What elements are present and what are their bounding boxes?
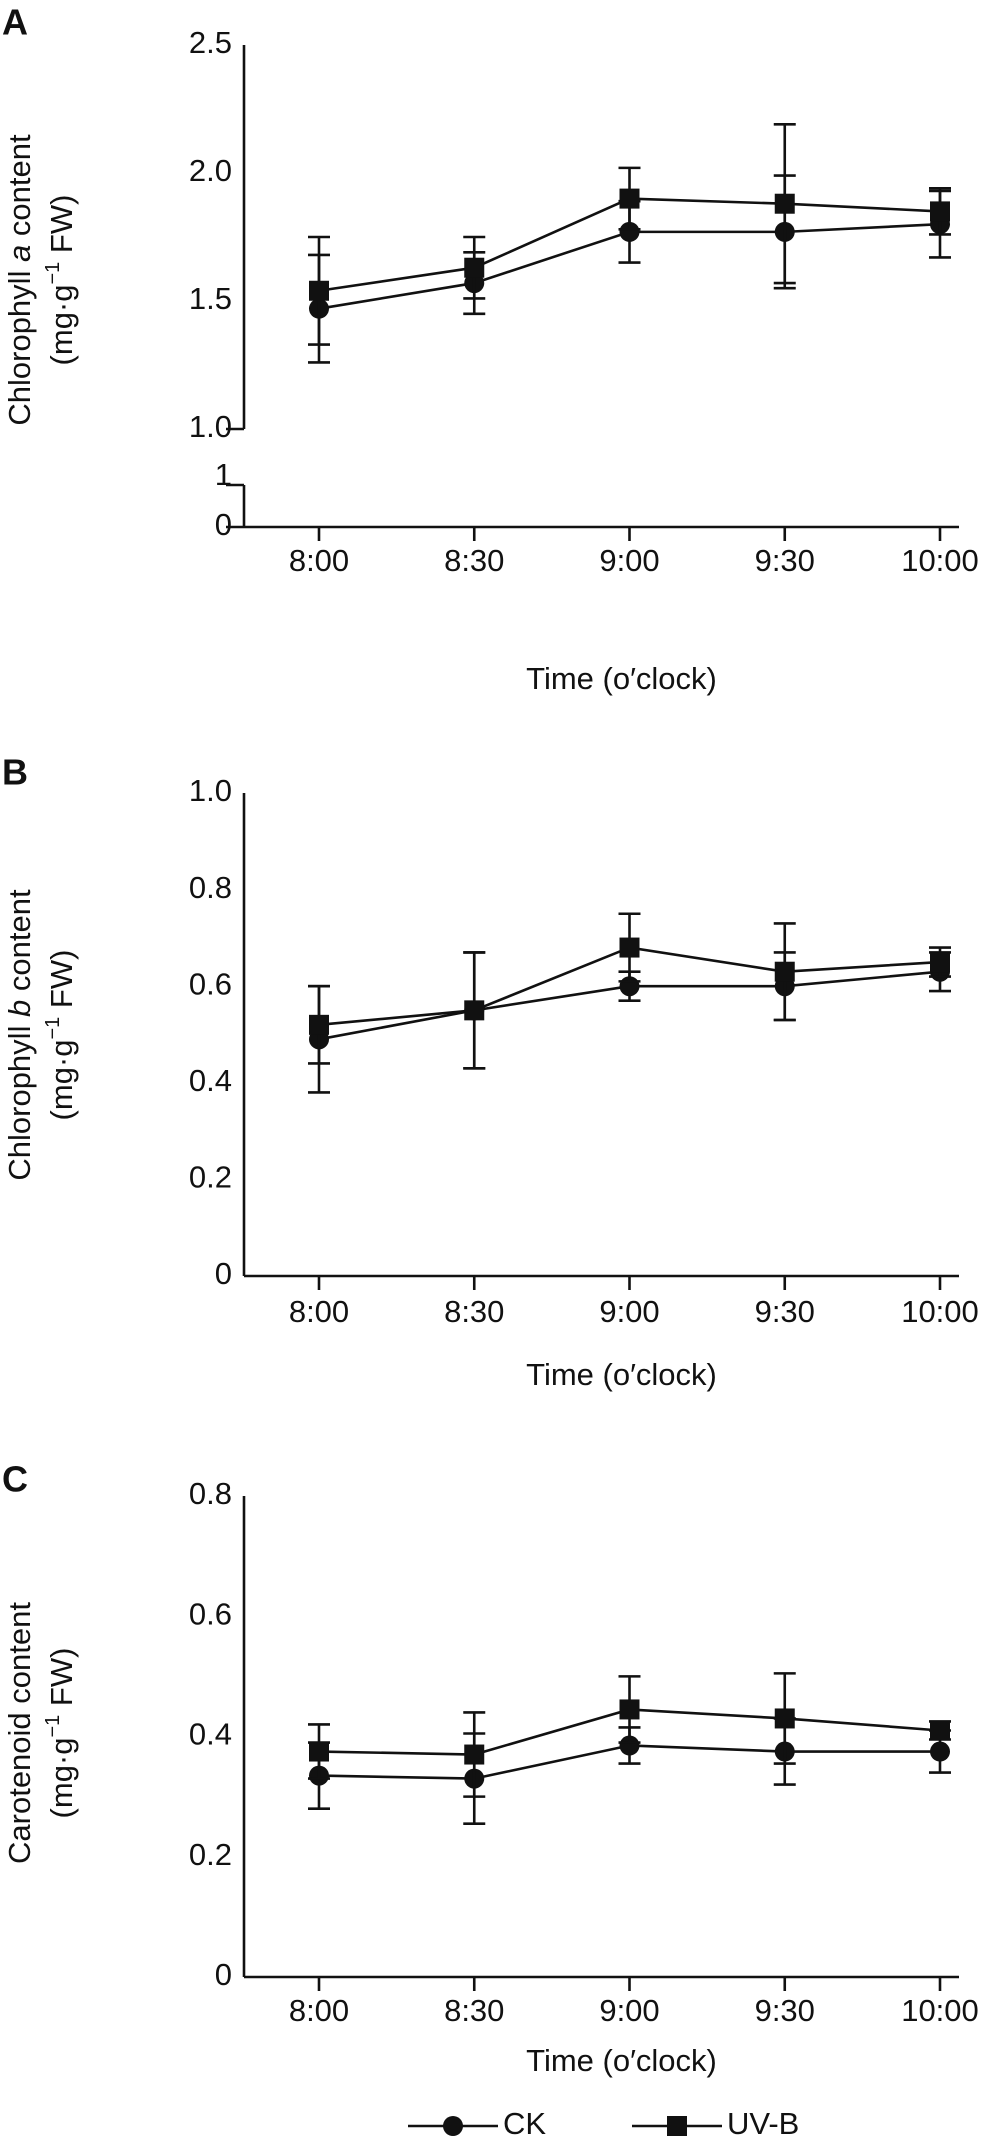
x-tick-label: 8:30: [444, 1993, 504, 2028]
legend-marker: [443, 2116, 463, 2136]
y-label-line1: Chlorophyll b content: [2, 889, 37, 1181]
panel-letter: A: [2, 2, 28, 43]
square-marker: [930, 1720, 950, 1741]
y-axis-label: Chlorophyll b content(mg·g−1 FW): [2, 889, 79, 1181]
x-tick-label: 10:00: [901, 1294, 979, 1329]
square-marker: [619, 1699, 640, 1720]
y-axis-label: Chlorophyll a content(mg·g−1 FW): [2, 134, 79, 426]
square-marker: [464, 1744, 485, 1765]
square-marker: [464, 1000, 485, 1021]
y-tick-label: 0.4: [189, 1063, 232, 1098]
x-tick-label: 8:30: [444, 1294, 504, 1329]
y-label-part: Chlorophyll: [2, 262, 37, 426]
x-tick-label: 9:00: [599, 543, 659, 578]
y-axis-label: Carotenoid content (mg·g−1 FW): [2, 1602, 79, 1864]
y-label-unit-part: FW): [44, 195, 79, 262]
x-tick-label: 9:30: [755, 1294, 815, 1329]
x-tick-label: 9:00: [599, 1294, 659, 1329]
x-tick-label: 8:00: [289, 543, 349, 578]
y-tick-label: 0: [215, 507, 232, 542]
legend-marker: [667, 2116, 687, 2136]
square-marker: [309, 1741, 329, 1762]
y-tick-label: 1.0: [189, 409, 232, 444]
y-label-part: a: [2, 245, 37, 262]
x-tick-label: 10:00: [901, 543, 979, 578]
circle-marker: [619, 1735, 640, 1756]
y-label-unit-part: FW): [44, 950, 79, 1017]
legend-label: CK: [503, 2106, 546, 2141]
x-tick-label: 9:00: [599, 1993, 659, 2028]
y-label-line1: Carotenoid content: [2, 1602, 37, 1864]
y-label-unit-part: (mg·g: [44, 285, 79, 366]
y-label-unit-part: (mg·g: [44, 1738, 79, 1819]
y-label-part: Chlorophyll: [2, 1017, 37, 1181]
y-tick-label: 1.5: [189, 281, 232, 316]
y-tick-label: 2.0: [189, 153, 232, 188]
y-tick-label: 1.0: [189, 773, 232, 808]
y-label-line2: (mg·g−1 FW): [42, 1648, 79, 1819]
square-marker: [930, 201, 950, 222]
y-label-part: Carotenoid content: [2, 1602, 37, 1864]
square-marker: [309, 1014, 329, 1035]
y-label-line1: Chlorophyll a content: [2, 134, 37, 426]
x-tick-label: 8:00: [289, 1993, 349, 2028]
y-tick-label: 0.2: [189, 1837, 232, 1872]
circle-marker: [619, 221, 640, 242]
y-label-line2: (mg·g−1 FW): [42, 195, 79, 366]
y-tick-label: 0.6: [189, 1596, 232, 1631]
legend-label: UV-B: [727, 2106, 799, 2141]
x-tick-label: 8:00: [289, 1294, 349, 1329]
y-label-part: content: [2, 134, 37, 245]
square-marker: [464, 257, 485, 278]
square-marker: [619, 188, 640, 209]
square-marker: [930, 952, 950, 973]
x-axis-label: Time (o′clock): [526, 1357, 717, 1392]
x-tick-label: 10:00: [901, 1993, 979, 2028]
circle-marker: [930, 1741, 950, 1762]
y-tick-label: 0.8: [189, 870, 232, 905]
y-tick-label: 0.4: [189, 1717, 232, 1752]
y-label-line2: (mg·g−1 FW): [42, 950, 79, 1121]
square-marker: [774, 961, 795, 982]
y-tick-label: 0: [215, 1957, 232, 1992]
y-label-unit-part: −1: [42, 1715, 64, 1738]
panel-letter: C: [2, 1459, 28, 1500]
y-tick-label: 0.8: [189, 1476, 232, 1511]
square-marker: [619, 937, 640, 958]
y-tick-label: 0.6: [189, 966, 232, 1001]
x-tick-label: 8:30: [444, 543, 504, 578]
y-tick-label: 2.5: [189, 25, 232, 60]
y-label-part: b: [2, 1000, 37, 1017]
y-label-part: content: [2, 889, 37, 1000]
x-tick-label: 9:30: [755, 543, 815, 578]
panel-letter: B: [2, 752, 28, 793]
x-axis-label: Time (o′clock): [526, 661, 717, 696]
y-tick-label: 0.2: [189, 1160, 232, 1195]
y-tick-label: 0: [215, 1256, 232, 1291]
x-axis-label: Time (o′clock): [526, 2043, 717, 2078]
square-marker: [774, 1708, 795, 1729]
y-label-unit-part: −1: [42, 1017, 64, 1040]
y-label-unit-part: FW): [44, 1648, 79, 1715]
y-tick-label: 1: [215, 457, 232, 492]
x-tick-label: 9:30: [755, 1993, 815, 2028]
y-label-unit-part: −1: [42, 262, 64, 285]
square-marker: [309, 280, 329, 301]
square-marker: [774, 193, 795, 214]
y-label-unit-part: (mg·g: [44, 1040, 79, 1121]
